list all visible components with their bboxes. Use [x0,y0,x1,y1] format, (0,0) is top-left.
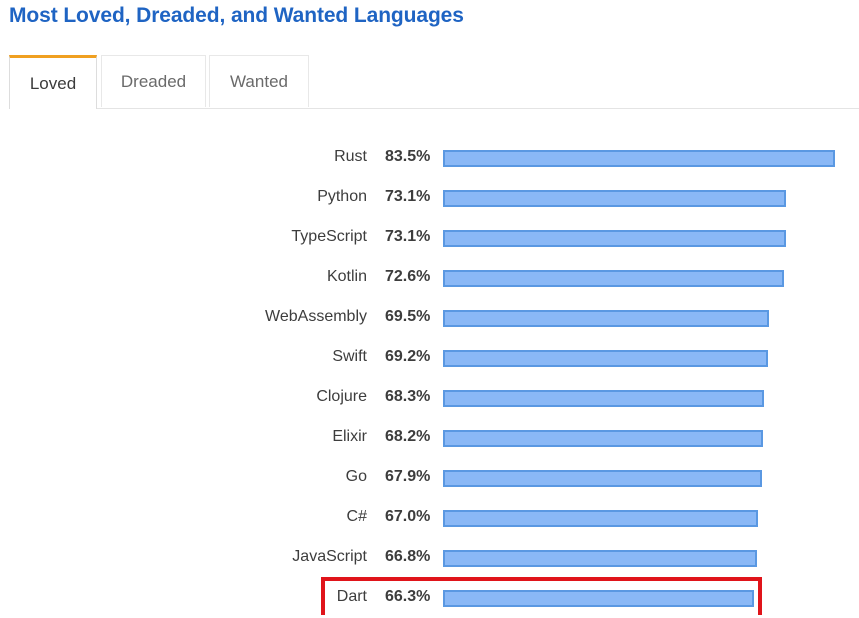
bar [443,350,768,367]
tab-wanted[interactable]: Wanted [209,55,309,107]
bar [443,190,786,207]
chart-row: Go 67.9% [0,458,859,498]
percent-value: 68.2% [385,428,431,445]
chart-row: Dart 66.3% [0,578,859,618]
percent-value: 67.9% [385,468,431,485]
chart-row: Python 73.1% [0,178,859,218]
percent-value: 66.3% [385,588,431,605]
bar [443,150,835,167]
language-label: Kotlin [326,268,367,285]
chart-row: C# 67.0% [0,498,859,538]
language-label: Python [317,188,367,205]
bar [443,310,769,327]
language-label: Clojure [316,388,367,405]
bar [443,550,757,567]
tab-loved[interactable]: Loved [9,55,97,109]
bar [443,390,764,407]
percent-value: 69.2% [385,348,431,365]
percent-value: 83.5% [385,148,431,165]
bar [443,470,762,487]
page-title: Most Loved, Dreaded, and Wanted Language… [9,4,464,27]
dart-highlight-box [321,577,762,615]
bar [443,270,784,287]
language-label: Elixir [332,428,367,445]
language-label: Rust [334,148,367,165]
chart-row: WebAssembly 69.5% [0,298,859,338]
percent-value: 68.3% [385,388,431,405]
percent-value: 66.8% [385,548,431,565]
chart-row: Elixir 68.2% [0,418,859,458]
language-label: Go [345,468,367,485]
chart-row: Kotlin 72.6% [0,258,859,298]
tab-dreaded[interactable]: Dreaded [101,55,206,107]
bar [443,510,758,527]
language-label: C# [346,508,367,525]
percent-value: 67.0% [385,508,431,525]
language-label: Dart [336,588,367,605]
percent-value: 73.1% [385,228,431,245]
bar [443,430,763,447]
bar [443,590,754,607]
language-label: Swift [332,348,367,365]
tab-bar: Loved Dreaded Wanted [9,55,859,109]
language-label: WebAssembly [265,308,367,325]
chart-row: Clojure 68.3% [0,378,859,418]
language-label: TypeScript [291,228,367,245]
percent-value: 69.5% [385,308,431,325]
percent-value: 72.6% [385,268,431,285]
chart-row: TypeScript 73.1% [0,218,859,258]
bar [443,230,786,247]
chart-row: JavaScript 66.8% [0,538,859,578]
chart-row: Rust 83.5% [0,138,859,178]
chart-row: Swift 69.2% [0,338,859,378]
language-label: JavaScript [292,548,367,565]
percent-value: 73.1% [385,188,431,205]
